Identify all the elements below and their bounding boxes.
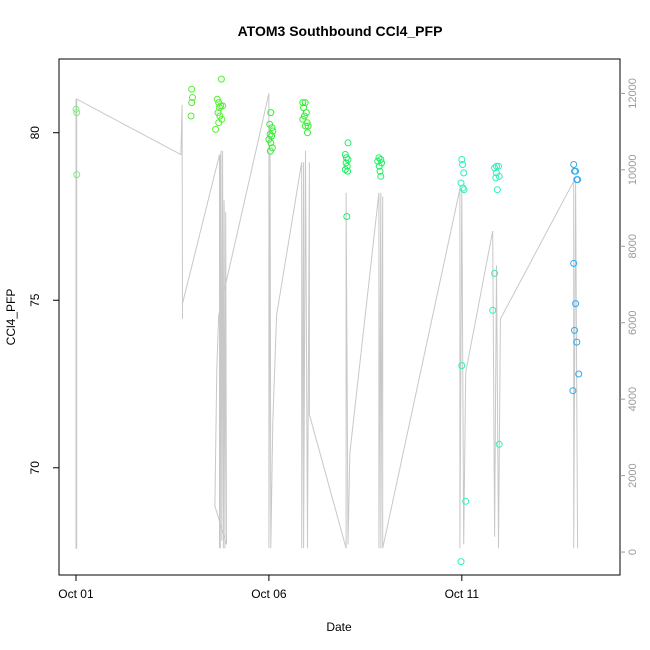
data-point <box>267 139 275 147</box>
data-point <box>215 119 223 127</box>
data-point <box>266 130 274 138</box>
data-point <box>459 184 467 192</box>
data-point <box>300 112 308 120</box>
y2-tick-label: 2000 <box>627 463 639 487</box>
right-axis: 0 2000 4000 6000 8000 10000 12000 <box>620 78 639 555</box>
data-point <box>304 129 311 137</box>
data-point <box>570 259 578 267</box>
data-point <box>495 172 503 180</box>
y-tick-label: 75 <box>28 293 42 307</box>
data-point <box>572 300 580 308</box>
data-point <box>495 162 502 170</box>
data-point <box>344 156 352 163</box>
data-point <box>268 124 276 132</box>
data-point <box>462 497 470 505</box>
data-point <box>493 162 500 170</box>
data-point <box>575 370 583 378</box>
data-point <box>460 186 468 194</box>
y-tick-label: 70 <box>28 461 42 475</box>
data-points <box>72 75 583 566</box>
data-point <box>492 174 500 182</box>
data-point <box>343 213 351 220</box>
data-point <box>342 159 350 167</box>
data-point <box>459 161 467 168</box>
data-point <box>304 122 312 130</box>
data-point <box>571 326 578 334</box>
x-tick-label: Oct 06 <box>251 587 287 601</box>
x-axis-label: Date <box>326 620 352 634</box>
data-point <box>460 169 468 177</box>
y-tick-label: 80 <box>28 126 42 140</box>
data-point <box>217 75 225 83</box>
y2-tick-label: 0 <box>627 549 639 555</box>
plot-frame <box>58 58 621 576</box>
data-point <box>377 172 385 180</box>
data-point <box>187 112 195 120</box>
data-point <box>493 186 501 194</box>
altitude-profile-line <box>75 93 579 549</box>
data-point <box>489 306 497 314</box>
y2-tick-label: 4000 <box>627 387 639 411</box>
data-point <box>572 167 580 175</box>
y-axis-label: CCl4_PFP <box>4 289 18 346</box>
data-point <box>458 362 466 370</box>
data-point <box>265 135 273 143</box>
data-point <box>573 338 581 346</box>
x-tick-label: Oct 11 <box>445 587 480 601</box>
data-point <box>299 99 307 107</box>
data-point <box>188 85 196 93</box>
data-point <box>458 156 466 163</box>
data-point <box>374 157 382 165</box>
data-point <box>574 176 582 184</box>
data-point <box>213 95 221 103</box>
data-point <box>495 440 503 448</box>
data-point <box>302 109 310 117</box>
data-point <box>216 104 223 112</box>
x-tick-label: Oct 01 <box>58 587 94 601</box>
data-point <box>212 125 220 133</box>
y2-tick-label: 8000 <box>627 234 639 258</box>
data-point <box>267 109 275 117</box>
chart-title: ATOM3 Southbound CCl4_PFP <box>238 23 443 39</box>
y-axis: 70 75 80 <box>28 126 59 475</box>
data-point <box>73 171 81 179</box>
altitude-lines <box>75 93 579 549</box>
data-point <box>570 161 578 168</box>
data-point <box>73 109 81 117</box>
data-point <box>188 99 196 107</box>
data-point <box>457 558 465 566</box>
data-point <box>189 94 196 101</box>
data-point <box>302 122 309 130</box>
data-point <box>344 139 352 147</box>
data-point <box>376 167 384 175</box>
data-point <box>72 105 80 113</box>
data-point <box>343 162 351 170</box>
y2-tick-label: 6000 <box>627 310 639 334</box>
data-point <box>299 115 307 123</box>
data-point <box>569 387 577 395</box>
data-point <box>303 119 311 127</box>
data-point <box>344 167 352 175</box>
data-point <box>266 147 274 155</box>
data-point <box>491 269 499 277</box>
y2-tick-label: 10000 <box>627 155 639 186</box>
data-point <box>375 162 383 170</box>
data-point <box>217 102 225 110</box>
data-point <box>214 109 222 117</box>
data-point <box>301 99 309 107</box>
y2-tick-label: 12000 <box>627 78 639 109</box>
data-point <box>342 154 350 162</box>
x-axis: Oct 01 Oct 06 Oct 11 <box>58 575 479 601</box>
